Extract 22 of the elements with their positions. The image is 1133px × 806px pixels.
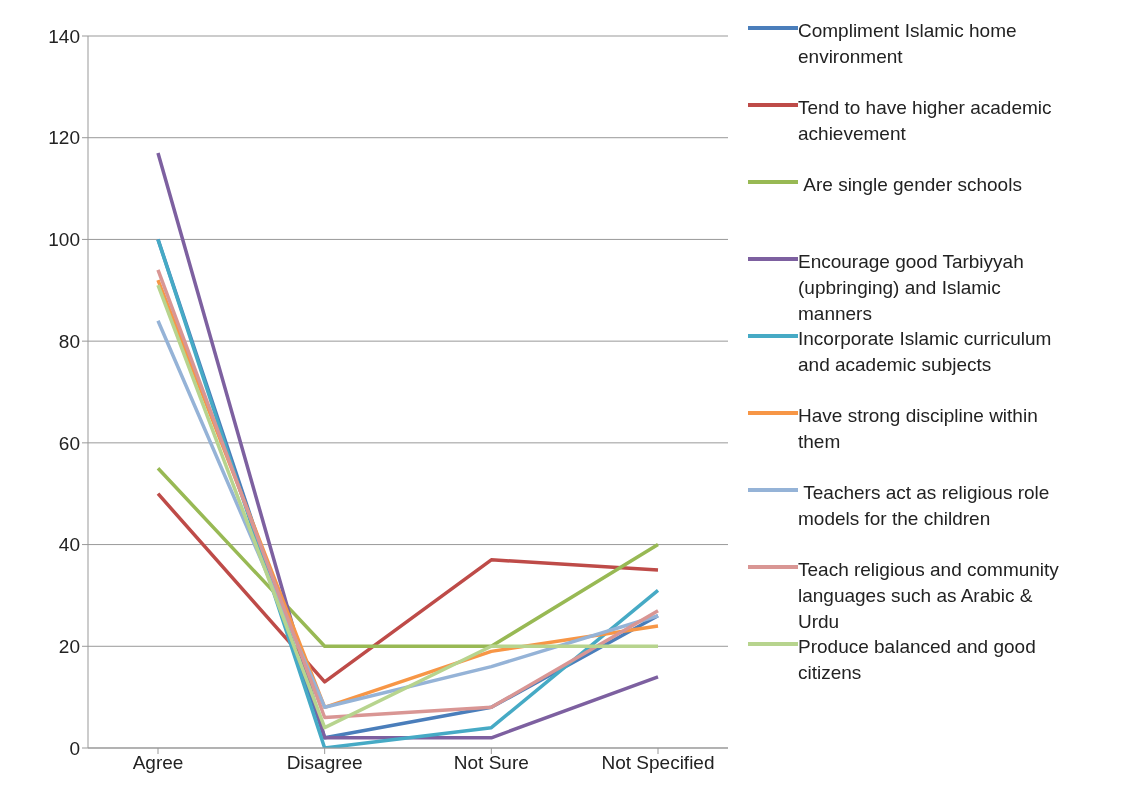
y-tick-label: 120 <box>48 127 80 149</box>
y-tick-label: 100 <box>48 229 80 251</box>
y-tick-label: 40 <box>58 534 80 556</box>
x-tick-label: Not Specified <box>601 752 715 774</box>
legend-label: Teach religious and community languages such as Arabic & Urdu <box>798 558 1060 634</box>
x-tick-label: Agree <box>132 752 184 774</box>
x-tick-label: Not Sure <box>453 752 529 774</box>
y-tick-label: 140 <box>48 25 80 47</box>
legend-label: Have strong discipline within them <box>798 404 1039 454</box>
legend-label: Encourage good Tarbiyyah (upbringing) and Islamic manners <box>798 250 1025 326</box>
legend-label: Are single gender schools <box>802 173 1022 197</box>
y-tick-label: 80 <box>58 330 80 352</box>
x-tick-label: Disagree <box>286 752 363 774</box>
legend-label: Compliment Islamic home environment <box>798 19 1018 69</box>
y-tick-label: 60 <box>58 432 80 454</box>
y-tick-label: 20 <box>58 636 80 658</box>
legend-label: Produce balanced and good citizens <box>798 635 1037 685</box>
legend-label: Incorporate Islamic curriculum and academic subjects <box>798 327 1053 377</box>
legend-label: Teachers act as religious role models for the children <box>798 481 1051 531</box>
y-tick-label: 0 <box>69 737 80 759</box>
legend-label: Tend to have higher academic achievement <box>798 96 1053 146</box>
line-series <box>156 491 660 684</box>
